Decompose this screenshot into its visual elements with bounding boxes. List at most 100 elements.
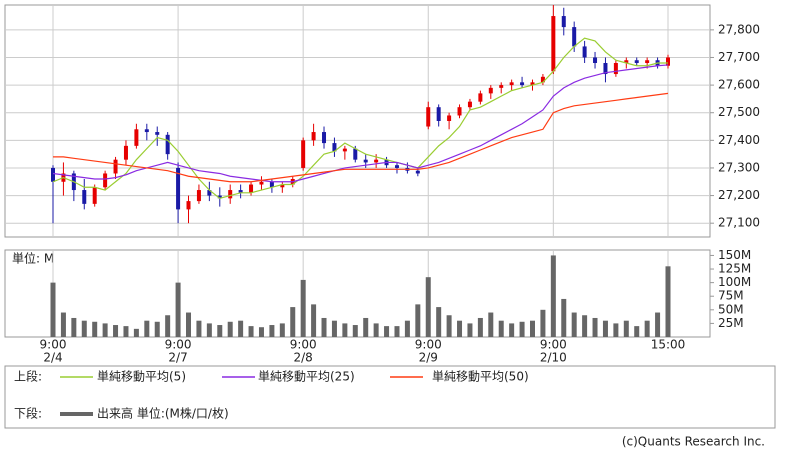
volume-bar (665, 266, 671, 337)
moving-average (53, 92, 669, 183)
volume-bar (186, 312, 192, 337)
y-tick-label: 50M (718, 302, 744, 316)
candle-body (467, 101, 472, 108)
volume-bar (467, 323, 473, 337)
volume-bar (113, 325, 119, 337)
volume-bar (498, 320, 504, 337)
volume-unit: 単位: M (12, 251, 54, 266)
candle-body (634, 60, 639, 63)
volume-bar (582, 315, 588, 337)
candle-body (436, 107, 441, 121)
volume-bar (540, 309, 546, 337)
x-tick-date: 2/8 (294, 351, 313, 365)
volume-bar (144, 320, 150, 337)
volume-bar (154, 321, 160, 337)
candle-body (457, 107, 462, 116)
volume-bar (457, 320, 463, 337)
volume-bar (415, 304, 421, 337)
candle-body (530, 82, 535, 86)
x-tick-label: 9:00 (415, 338, 442, 352)
volume-bar (290, 307, 296, 337)
volume-bar (363, 317, 369, 337)
candle-body (353, 148, 358, 160)
x-tick-label: 15:00 (651, 338, 686, 352)
y-tick-label: 27,600 (718, 78, 760, 92)
volume-bar (436, 307, 442, 337)
x-tick-date: 2/4 (43, 351, 62, 365)
volume-bar (248, 326, 254, 337)
upper-panel-label: 上段: (14, 369, 42, 384)
candle-body (426, 107, 431, 127)
candle-body (228, 190, 233, 199)
candle-body (186, 201, 191, 210)
candle-body (613, 63, 618, 75)
volume-bar (446, 315, 452, 337)
volume-bar (81, 320, 87, 337)
candle-body (509, 82, 514, 86)
volume-bar (550, 255, 556, 337)
y-tick-label: 27,500 (718, 105, 760, 119)
candle-body (593, 57, 598, 63)
volume-bar (196, 320, 202, 337)
candle-body (624, 60, 629, 63)
volume-bar (655, 312, 661, 337)
y-tick-label: 25M (718, 316, 744, 330)
candle-body (207, 190, 212, 196)
volume-bar (529, 320, 535, 337)
candle-body (311, 132, 316, 141)
x-tick-date: 2/7 (168, 351, 187, 365)
volume-bar (488, 312, 494, 337)
candle-body (394, 165, 399, 168)
y-tick-label: 27,400 (718, 133, 760, 147)
volume-bar (644, 320, 650, 337)
copyright: (c)Quants Research Inc. (622, 435, 765, 449)
volume-bar (165, 315, 171, 337)
candle-body (92, 187, 97, 204)
volume-bar (92, 321, 98, 337)
x-tick-label: 9:00 (40, 338, 67, 352)
volume-bar (227, 321, 233, 337)
candle-body (155, 132, 160, 135)
candle-body (103, 173, 108, 188)
volume-bar (394, 326, 400, 337)
volume-bar (561, 298, 567, 337)
volume-bar (592, 317, 598, 337)
volume-bar (269, 325, 275, 337)
candle-body (249, 184, 254, 193)
candle-body (551, 16, 556, 72)
legend-label: 単純移動平均(25) (258, 370, 355, 384)
volume-bar (311, 304, 317, 337)
candle-body (196, 190, 201, 202)
candle-body (447, 115, 452, 121)
candle-body (332, 143, 337, 152)
candle-body (165, 134, 170, 155)
volume-bar (238, 320, 244, 337)
y-tick-label: 27,700 (718, 50, 760, 64)
x-tick-date: 2/10 (540, 351, 567, 365)
y-tick-label: 125M (718, 262, 751, 276)
x-tick-label: 9:00 (290, 338, 317, 352)
candle-body (82, 190, 87, 204)
candle-body (51, 167, 55, 182)
candle-body (280, 184, 285, 188)
legend-box (4, 365, 776, 429)
lower-panel-label: 下段: (14, 406, 42, 421)
candle-body (269, 181, 274, 188)
candle-body (603, 63, 608, 75)
candle-body (582, 46, 587, 58)
volume-bar (404, 320, 410, 337)
candle-body (113, 159, 118, 174)
candle-body (520, 82, 525, 86)
candle-body (488, 87, 493, 94)
volume-bar (258, 327, 264, 337)
candle-body (478, 93, 483, 102)
volume-bar (634, 326, 640, 337)
moving-average (52, 64, 669, 183)
volume-bar (279, 323, 285, 337)
x-tick-label: 9:00 (540, 338, 567, 352)
candle-body (322, 132, 327, 144)
volume-bar (623, 320, 629, 337)
volume-bar (331, 320, 337, 337)
candle-body (540, 76, 545, 83)
